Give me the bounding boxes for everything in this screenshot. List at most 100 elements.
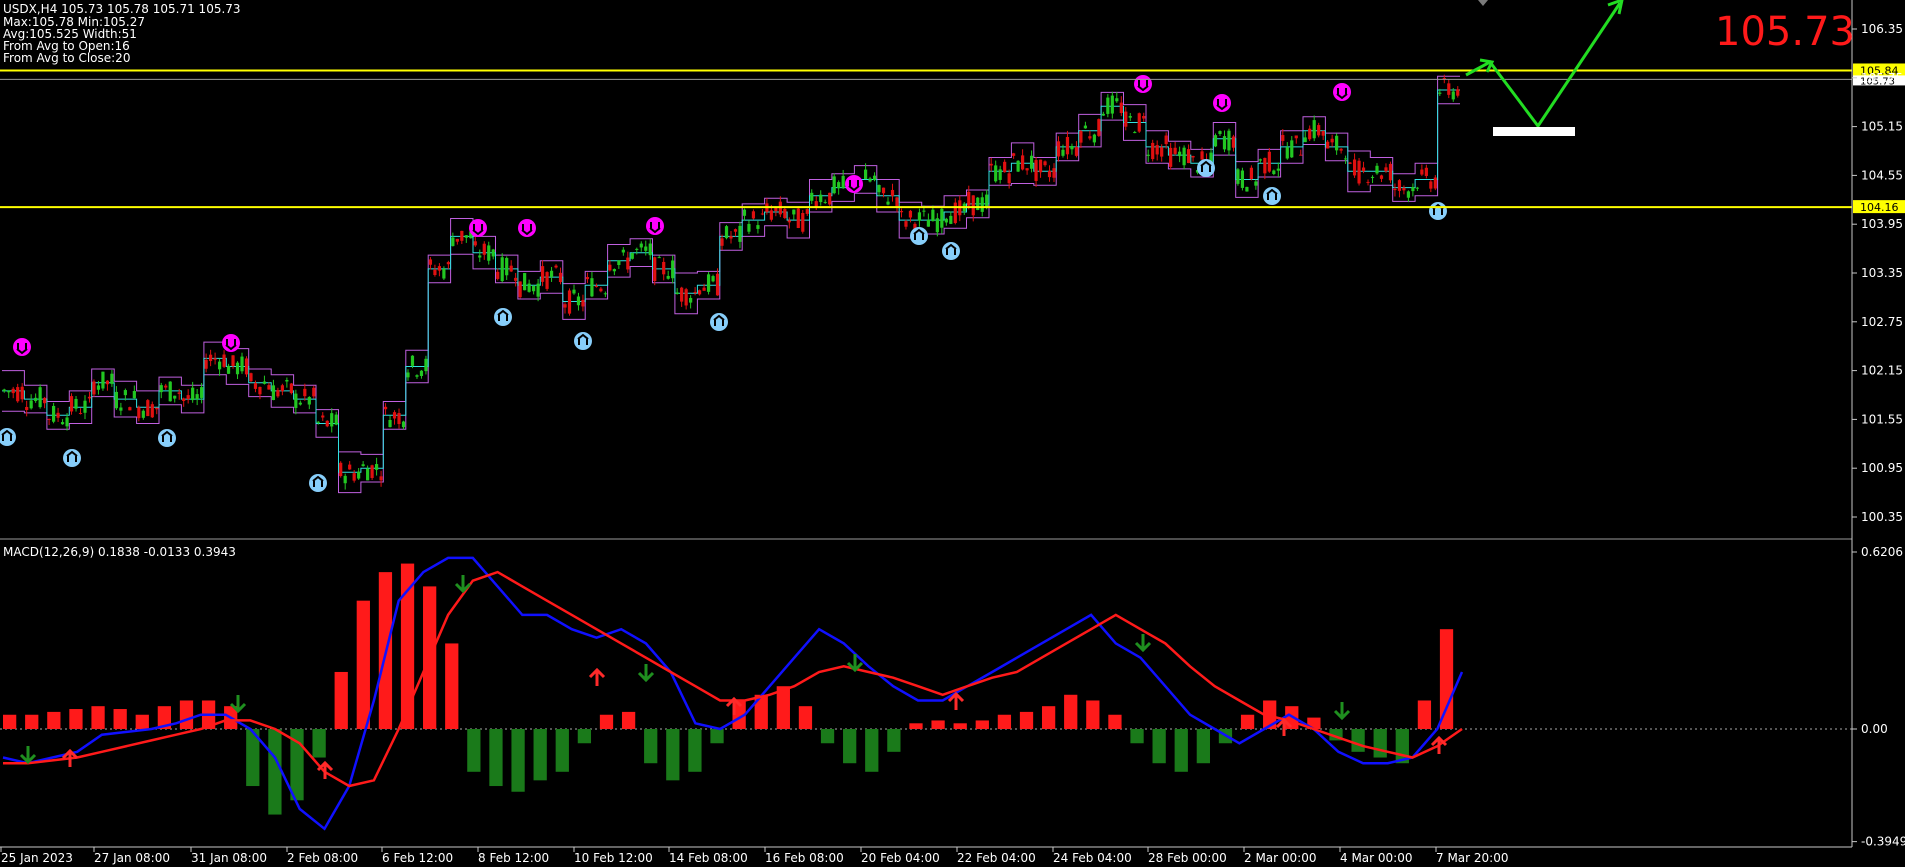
candle-body [60,422,65,425]
candle-body [392,412,397,419]
candle-body [899,211,904,213]
candle-body [783,209,787,218]
candle-body [1258,159,1262,161]
macd-tick-label: 0.00 [1861,722,1888,736]
candle-body [1442,77,1446,80]
candle-body [904,221,908,227]
macd-histogram-bar [599,714,614,729]
candle-body [1160,147,1164,157]
candle-body [1245,186,1249,192]
candle-body [209,354,213,362]
candle-body [410,355,415,366]
candle-body [684,289,688,306]
candle-body [74,398,78,409]
current-price-tag [1853,75,1905,86]
candle-body [285,380,289,382]
macd-histogram-bar [1041,706,1056,729]
candle-body [7,390,11,393]
macd-histogram-bar [754,694,768,729]
candle-body [666,275,670,279]
price-panel[interactable]: 105.84 104.16 105.73 [0,0,1905,494]
candle-body [1097,119,1101,136]
header-line-close: From Avg to Close:20 [3,51,130,65]
candle-body [437,266,441,271]
candle-body [626,257,630,270]
candle-body [442,269,446,279]
buy-arrow-icon [710,313,728,331]
sell-arrow-icon [1213,94,1231,112]
header-line-maxmin: Max:105.78 Min:105.27 [3,15,145,29]
macd-histogram-bar [1417,700,1432,729]
price-scale[interactable]: 106.35 105.75 105.15 104.55 103.95 103.35 102.… [1852,22,1903,524]
candle-body [1267,151,1271,172]
candle-body [1074,146,1079,156]
candle-body [940,208,944,228]
macd-histogram-bar [710,729,724,744]
candle-body [505,257,509,276]
candle-body [1101,113,1105,116]
candle-body [886,201,890,205]
macd-scale[interactable]: 0.6206 0.00 -0.3949 [1852,545,1905,849]
candle-body [675,292,679,295]
macd-tick-label: 0.6206 [1861,545,1903,559]
candle-body [1195,170,1200,173]
candle-body [1021,155,1025,170]
candle-body [204,359,208,369]
buy-arrow-icon [942,242,960,260]
candle-body [96,385,101,390]
time-scale[interactable]: 25 Jan 2023 27 Jan 08:00 31 Jan 08:00 2 Feb… [0,847,1509,865]
macd-histogram-bar [511,729,525,792]
candle-body [769,210,773,220]
macd-panel[interactable] [0,556,1852,831]
sell-arrow-icon [222,334,240,352]
candle-body [150,404,154,418]
candle-body [1451,91,1455,100]
price-tick-label: 103.95 [1861,217,1903,231]
candle-body [213,358,217,360]
candle-body [1393,188,1397,191]
candle-body [271,385,276,401]
candle-body [1012,153,1016,156]
candle-body [1007,173,1011,184]
candle-body [217,361,222,370]
candle-body [527,283,531,292]
macd-down-arrow-icon [1134,634,1152,653]
macd-histogram-bar [268,729,282,815]
candle-body [1038,159,1043,173]
time-tick-label: 22 Feb 04:00 [957,851,1036,865]
candle-body [460,230,464,241]
buy-arrow-icon [158,429,176,447]
candle-body [594,285,599,287]
macd-histogram-bar [533,729,547,781]
candle-body [644,246,648,251]
candle-body [159,385,163,393]
candle-body [1070,146,1074,150]
macd-up-arrow-icon [316,760,334,779]
candle-body [1052,168,1056,178]
macd-histogram-bar [975,720,989,729]
horizontal-levels[interactable]: 105.84 104.16 105.73 [0,63,1905,214]
candle-body [478,255,482,258]
candle-body [303,388,307,397]
candle-body [1133,132,1137,134]
macd-histogram-bar [290,729,304,801]
candle-body [325,420,329,427]
level-price-label: 105.84 [1860,64,1899,77]
candle-body [1182,147,1186,166]
candle-body [1003,161,1007,173]
macd-histogram-bar [931,720,945,729]
candle-body [119,407,123,411]
candle-body [1375,165,1379,174]
candle-body [1402,187,1406,191]
candle-body [222,354,226,367]
macd-histogram-bar [1019,711,1034,729]
candle-body [1151,142,1155,160]
candle-body [1119,102,1123,114]
price-tick-label: 100.35 [1861,510,1903,524]
candle-body [1146,154,1150,156]
candle-body [1164,135,1168,145]
candle-body [863,169,868,180]
candle-body [532,285,536,292]
sell-arrow-icon [1134,75,1152,93]
